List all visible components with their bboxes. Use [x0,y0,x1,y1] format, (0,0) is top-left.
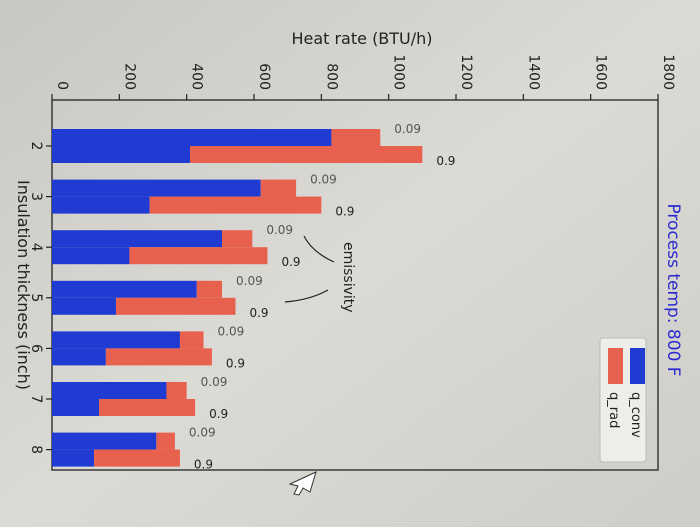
emissivity-value-label: 0.09 [236,274,263,288]
x-tick-label: 4 [28,243,44,252]
legend-swatch-q-rad [608,348,623,384]
bar-q-rad [166,382,187,399]
bar-q-rad [149,196,322,214]
bar-q-rad [331,129,381,146]
chart-title: Process temp: 800 F [663,203,683,376]
bar-q-conv [52,331,180,349]
emissivity-value-label: 0.9 [194,458,213,472]
y-tick-label: 0 [54,81,70,90]
bar-series [52,129,423,467]
legend: q_conv q_rad [599,337,647,463]
bar-q-conv [52,399,100,416]
y-tick-label: 1600 [593,54,609,90]
x-tick-label: 2 [28,142,44,151]
y-tick-label: 1400 [525,54,541,90]
bar-q-conv [52,146,191,163]
y-tick-label: 800 [323,63,339,90]
legend-swatch-q-conv [630,348,645,384]
bar-q-rad [156,432,175,450]
bar-q-rad [260,179,297,197]
y-tick-label: 600 [256,63,272,90]
emissivity-value-label: 0.9 [281,255,300,269]
y-tick-label: 1000 [391,54,407,90]
emissivity-value-label: 0.9 [209,407,228,421]
x-tick-label: 7 [28,395,44,404]
annotation-curve-upper [303,235,335,263]
bar-q-conv [52,247,130,265]
emissivity-value-label: 0.9 [436,154,455,168]
bar-q-rad [222,230,253,248]
bar-q-conv [52,196,150,214]
emissivity-value-label: 0.09 [266,223,293,237]
bar-q-rad [190,146,423,163]
legend-label-q-rad: q_rad [606,392,621,428]
y-tick-label: 200 [121,63,137,90]
bar-q-rad [179,331,204,349]
y-tick-label: 400 [189,63,205,90]
y-tick-label: 1200 [458,54,474,90]
emissivity-labels: 0.09 0.9 0.09 0.9 0.09 0.9 0.09 0.9 0.09 0.9 0.09 0… [189,122,456,472]
x-tick-label: 3 [28,192,44,201]
x-tick-label: 6 [28,344,44,353]
bar-q-conv [52,297,116,315]
bar-q-rad [115,297,236,315]
emissivity-value-label: 0.09 [394,122,421,136]
cursor-icon [288,471,317,496]
bar-q-conv [52,348,106,366]
category-axis-ticks: 2 3 4 5 6 7 8 [28,142,52,454]
emissivity-value-label: 0.09 [189,426,216,440]
y-tick-label: 1800 [660,54,676,90]
annotation-emissivity: emissivity [340,242,356,313]
y-axis-label: Heat rate (BTU/h) [291,29,432,48]
bar-q-rad [105,348,212,366]
annotation-curve-lower [284,289,329,303]
bar-q-conv [52,449,95,467]
bar-q-conv [52,382,167,399]
legend-label-q-conv: q_conv [628,392,643,438]
x-tick-label: 5 [28,293,44,302]
emissivity-value-label: 0.09 [310,173,337,187]
x-tick-label: 8 [28,445,44,454]
bar-q-rad [129,247,268,265]
bar-q-rad [99,399,196,416]
bar-q-conv [52,129,332,146]
x-axis-label: Insulation thickness (inch) [14,180,33,390]
bar-q-conv [52,230,223,248]
emissivity-value-label: 0.9 [335,205,354,219]
bar-q-rad [94,449,180,467]
bar-q-conv [52,179,261,197]
bar-q-conv [52,432,157,450]
emissivity-value-label: 0.09 [218,324,245,338]
emissivity-value-label: 0.09 [201,375,228,389]
bar-q-rad [196,280,223,298]
bar-q-conv [52,280,197,298]
emissivity-value-label: 0.9 [226,356,245,370]
value-axis-ticks: 0 200 400 600 800 1000 1200 1400 1600 1800 [51,54,676,100]
emissivity-value-label: 0.9 [249,306,268,320]
